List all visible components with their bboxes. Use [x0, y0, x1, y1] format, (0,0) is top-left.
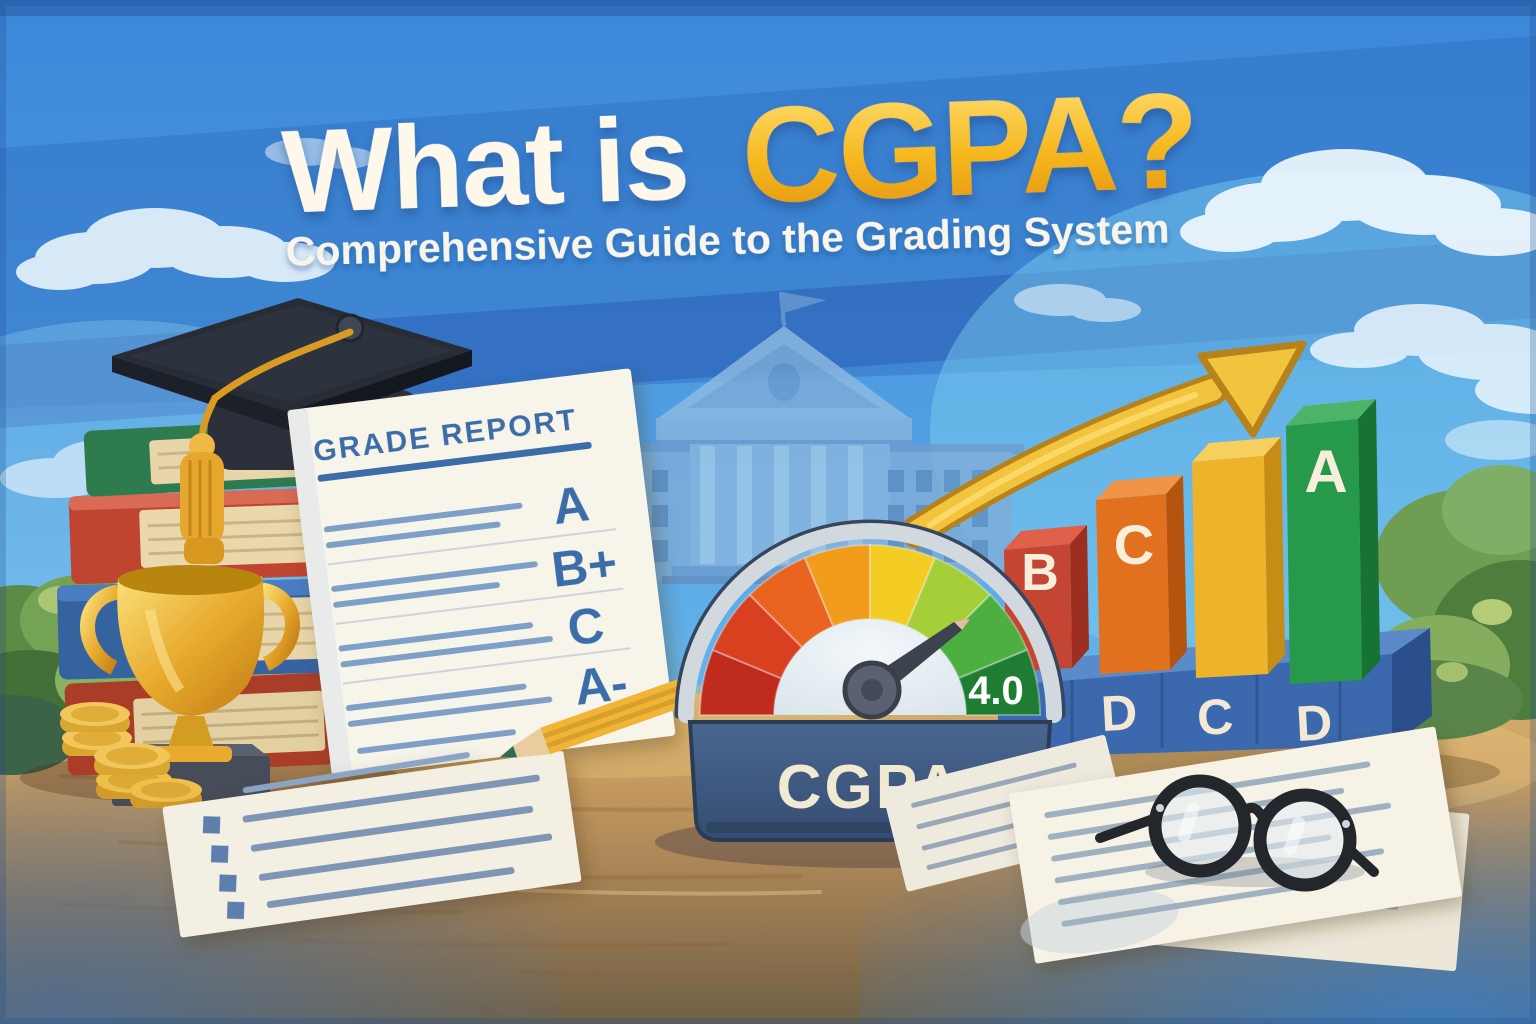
bar-label-c: C: [1114, 513, 1154, 576]
graduation-cap-icon: [112, 298, 472, 564]
grade-c: C: [564, 597, 607, 657]
title-part1: What is: [280, 93, 690, 239]
platform-label-c: C: [1196, 688, 1235, 746]
gauge-needle: [842, 619, 970, 720]
exam-papers-icon: [882, 726, 1470, 972]
platform-label-d1: D: [1100, 684, 1139, 742]
header: What is CGPA?: [280, 64, 1200, 239]
bar-orange: C: [1096, 475, 1187, 674]
grade-b-plus: B+: [548, 534, 620, 598]
trophy-icon: [80, 565, 300, 806]
bar-green: A: [1286, 399, 1380, 684]
gauge-value: 4.0: [968, 669, 1024, 713]
glasses-icon: [1095, 774, 1379, 892]
growth-arrow-icon: [900, 340, 1307, 548]
gauge-segments: [698, 543, 1042, 716]
bar-label-b: B: [1021, 544, 1059, 602]
platform-label-d2: D: [1295, 694, 1334, 752]
bar-label-a: A: [1304, 438, 1347, 505]
grade-a: A: [549, 475, 592, 535]
bar-yellow: [1192, 437, 1285, 678]
checklist-paper: [162, 751, 582, 938]
tassel: [180, 328, 354, 564]
coins-icon: [60, 702, 202, 808]
pencil-icon: [500, 677, 694, 758]
clouds-icon: [0, 138, 1536, 498]
grade-report-paper-icon: GRADE REPORT A B+ C A-: [287, 368, 676, 778]
title-part2: CGPA?: [739, 64, 1200, 232]
